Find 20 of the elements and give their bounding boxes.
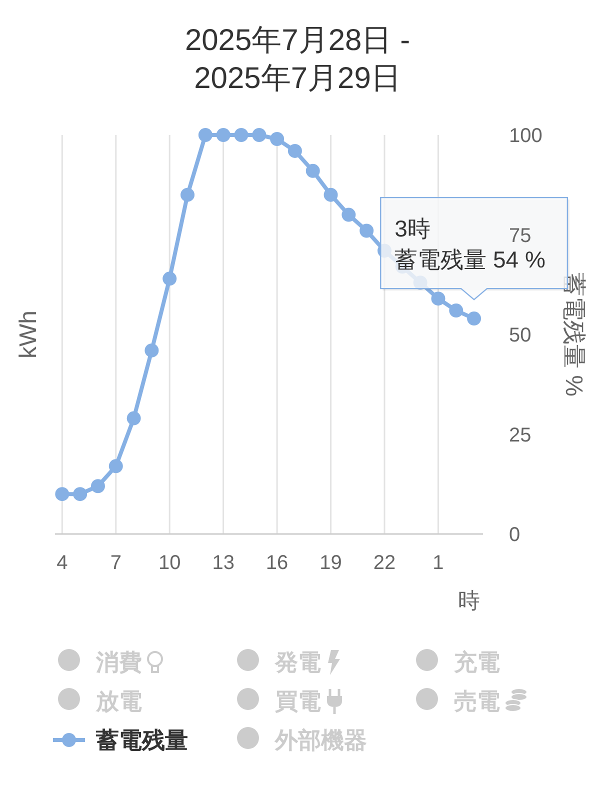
legend-label: 蓄電残量 (95, 727, 188, 753)
annotation: 蓄電残量 54 % (394, 246, 546, 273)
x-tick-label: 22 (373, 552, 396, 574)
y2-tick-label: 75 (509, 224, 532, 247)
y2-tick-label: 100 (509, 125, 542, 148)
annotation: 3時 (394, 216, 430, 242)
x-tick-label: 1 (432, 552, 444, 574)
x-tick-label: 13 (212, 552, 234, 574)
x-tick-label: 16 (266, 552, 288, 574)
y2-tick-label: 50 (509, 324, 532, 347)
title: 2025年7月28日 - 2025年7月29日 (184, 24, 410, 95)
x-tick-label: 4 (56, 552, 68, 574)
x-tick-label: 7 (110, 552, 122, 574)
x-tick-label: 19 (320, 552, 342, 574)
y2-tick-label: 25 (509, 424, 532, 446)
x-tick-label: 10 (158, 552, 181, 574)
legend-item: 蓄電残量 (53, 727, 188, 753)
y-axis-title: kWh (15, 310, 42, 358)
x-axis-title: 時 (458, 588, 480, 613)
y2-tick-label: 0 (509, 524, 520, 546)
